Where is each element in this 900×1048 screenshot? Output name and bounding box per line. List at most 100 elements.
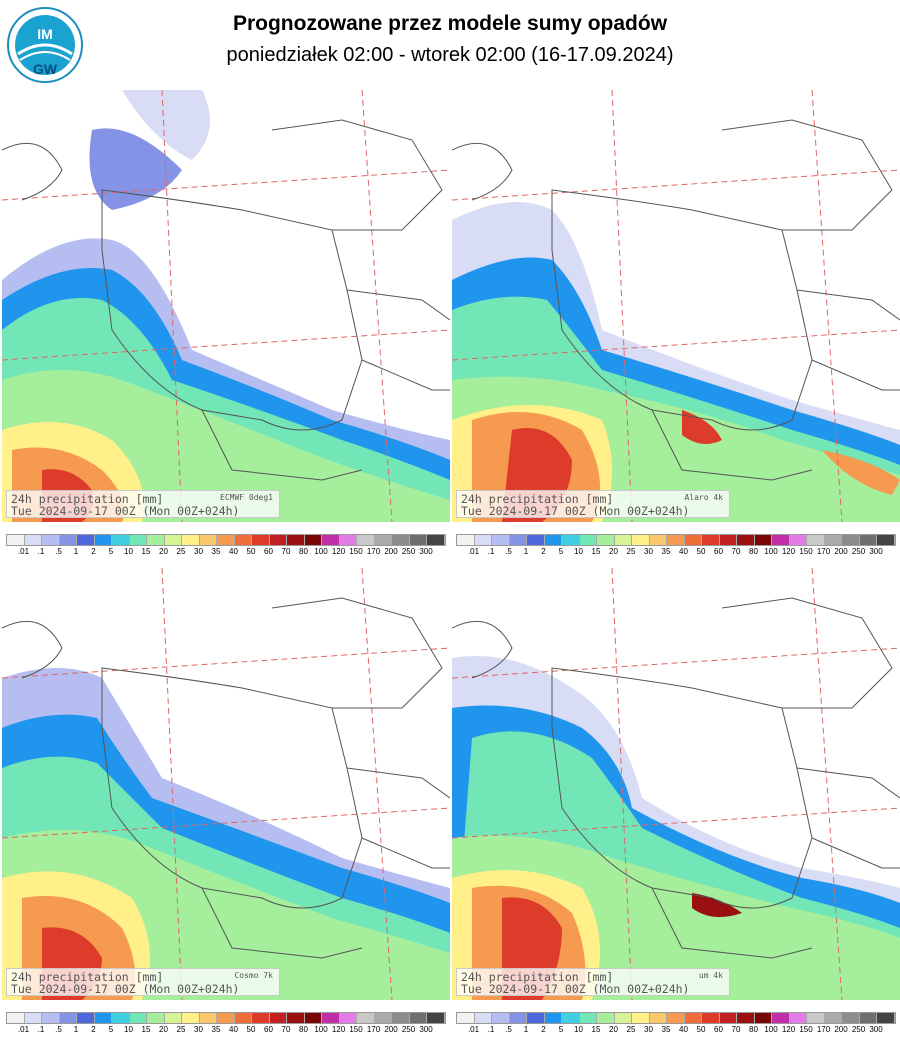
scale-label: 35 bbox=[211, 547, 221, 556]
precip-color-scale: .01.1.5 1 2 5 10 15 20 25 30 35 40 50 60 70 80 100 120 15… bbox=[2, 1010, 450, 1038]
caption-valid-time: Tue 2024-09-17 00Z (Mon 00Z+024h) bbox=[11, 982, 240, 996]
scale-label: .5 bbox=[505, 1025, 512, 1034]
scale-label: 150 bbox=[799, 547, 813, 556]
scale-label: 120 bbox=[331, 1025, 346, 1034]
scale-label: 1 bbox=[73, 1025, 79, 1034]
page-title: Prognozowane przez modele sumy opadów bbox=[232, 12, 668, 35]
scale-label: 20 bbox=[159, 547, 168, 556]
scale-label: 30 bbox=[644, 1025, 653, 1034]
scale-label: 300 bbox=[419, 1025, 433, 1034]
scale-swatch bbox=[374, 1013, 392, 1023]
scale-swatch bbox=[234, 1013, 252, 1023]
scale-swatch bbox=[287, 1013, 305, 1023]
precip-color-scale: .01.1.5 1 2 5 10 15 20 25 30 35 40 50 60 70 80 100 120 15… bbox=[452, 1010, 900, 1038]
scale-label: 15 bbox=[141, 1025, 151, 1034]
scale-swatch bbox=[842, 1013, 860, 1023]
scale-label: 5 bbox=[558, 1025, 564, 1034]
imgw-logo: IM GW bbox=[7, 7, 83, 83]
scale-swatch bbox=[304, 1013, 322, 1023]
scale-swatch bbox=[614, 535, 632, 545]
scale-labels: .01.1.5 1 2 5 10 15 20 25 30 35 40 50 60 70 80 100 120 15… bbox=[6, 1025, 446, 1037]
scale-label: 5 bbox=[108, 1025, 114, 1034]
scale-label: 5 bbox=[108, 547, 114, 556]
scale-swatch bbox=[509, 535, 527, 545]
scale-swatch bbox=[42, 535, 60, 545]
scale-swatch bbox=[217, 1013, 235, 1023]
caption-variable: 24h precipitation [mm] bbox=[11, 492, 164, 506]
scale-swatch bbox=[544, 1013, 562, 1023]
scale-swatch bbox=[509, 1013, 527, 1023]
scale-label: 200 bbox=[834, 547, 848, 556]
scale-swatch bbox=[164, 1013, 182, 1023]
scale-swatch bbox=[42, 1013, 60, 1023]
scale-label: 2 bbox=[541, 547, 546, 556]
scale-label: 80 bbox=[749, 547, 758, 556]
caption-valid-time: Tue 2024-09-17 00Z (Mon 00Z+024h) bbox=[461, 982, 690, 996]
scale-swatch bbox=[322, 535, 340, 545]
scale-swatch bbox=[824, 1013, 842, 1023]
scale-label: .01 bbox=[17, 1025, 30, 1034]
scale-swatch bbox=[667, 1013, 685, 1023]
scale-swatch bbox=[754, 535, 772, 545]
scale-label: 300 bbox=[869, 547, 883, 556]
scale-swatch bbox=[527, 535, 545, 545]
scale-bar bbox=[6, 1012, 446, 1024]
scale-label: 300 bbox=[869, 1025, 883, 1034]
scale-label: 40 bbox=[229, 547, 238, 556]
scale-label: .01 bbox=[17, 547, 30, 556]
scale-label: 30 bbox=[194, 1025, 203, 1034]
scale-label: .1 bbox=[37, 1025, 45, 1034]
scale-label: 25 bbox=[176, 547, 186, 556]
scale-label: 100 bbox=[314, 1025, 328, 1034]
scale-swatch bbox=[147, 535, 165, 545]
scale-label: .1 bbox=[487, 547, 495, 556]
scale-swatch bbox=[427, 1013, 445, 1023]
scale-swatch bbox=[112, 535, 130, 545]
header: IM GW Prognozowane przez modele sumy opa… bbox=[0, 0, 900, 88]
scale-swatch bbox=[199, 535, 217, 545]
scale-label: 100 bbox=[764, 1025, 778, 1034]
scale-swatch bbox=[737, 535, 755, 545]
scale-swatch bbox=[877, 535, 895, 545]
scale-swatch bbox=[649, 535, 667, 545]
scale-swatch bbox=[24, 1013, 42, 1023]
scale-swatch bbox=[877, 1013, 895, 1023]
scale-label: 35 bbox=[211, 1025, 221, 1034]
scale-swatch bbox=[392, 535, 410, 545]
scale-label: .01 bbox=[467, 1025, 480, 1034]
scale-label: 50 bbox=[246, 1025, 256, 1034]
scale-swatch bbox=[182, 1013, 200, 1023]
svg-text:IM: IM bbox=[37, 26, 53, 42]
scale-swatch bbox=[357, 1013, 375, 1023]
scale-swatch bbox=[252, 1013, 270, 1023]
scale-label: 50 bbox=[246, 547, 256, 556]
scale-labels: .01.1.5 1 2 5 10 15 20 25 30 35 40 50 60 70 80 100 120 15… bbox=[6, 547, 446, 559]
scale-label: 250 bbox=[851, 547, 866, 556]
scale-swatch bbox=[392, 1013, 410, 1023]
scale-swatch bbox=[859, 535, 877, 545]
scale-label: 1 bbox=[523, 547, 529, 556]
scale-label: 60 bbox=[264, 547, 273, 556]
scale-swatch bbox=[357, 535, 375, 545]
scale-swatch bbox=[492, 535, 510, 545]
scale-label: 30 bbox=[194, 547, 203, 556]
caption-variable: 24h precipitation [mm] bbox=[461, 970, 614, 984]
scale-swatch bbox=[702, 1013, 720, 1023]
scale-swatch bbox=[457, 535, 475, 545]
scale-swatch bbox=[252, 535, 270, 545]
scale-label: 30 bbox=[644, 547, 653, 556]
map-panel-alaro: 24h precipitation [mm] Alaro 4k Tue 2024… bbox=[452, 90, 900, 522]
panel-caption: 24h precipitation [mm] ECMWF 0deg1 Tue 2… bbox=[6, 490, 280, 518]
scale-label: 100 bbox=[764, 547, 778, 556]
precip-map-alaro bbox=[452, 90, 900, 522]
scale-swatch bbox=[649, 1013, 667, 1023]
scale-label: 40 bbox=[229, 1025, 238, 1034]
scale-swatch bbox=[59, 1013, 77, 1023]
scale-swatch bbox=[719, 535, 737, 545]
map-panel-um: 24h precipitation [mm] um 4k Tue 2024-09… bbox=[452, 568, 900, 1000]
scale-swatch bbox=[702, 535, 720, 545]
scale-label: 200 bbox=[384, 1025, 398, 1034]
scale-label: 2 bbox=[541, 1025, 546, 1034]
scale-swatch bbox=[772, 1013, 790, 1023]
scale-swatch bbox=[632, 535, 650, 545]
